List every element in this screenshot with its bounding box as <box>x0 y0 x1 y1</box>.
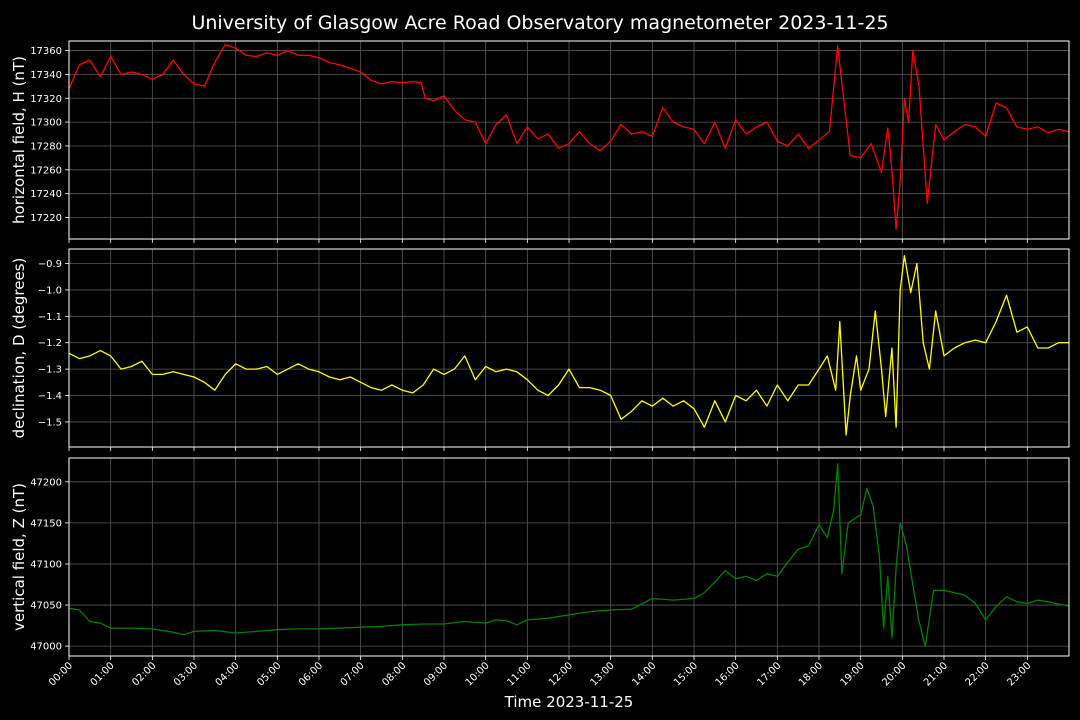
series-line <box>68 463 1070 647</box>
y-tick-label: 17220 <box>30 213 62 224</box>
y-tick-label: 17340 <box>30 70 62 81</box>
y-tick-label: 17280 <box>30 141 62 152</box>
y-tick-label: 47100 <box>30 559 62 570</box>
y-tick-label: 17320 <box>30 94 62 105</box>
y-tick-label: 47050 <box>30 601 62 612</box>
x-axis-label: Time 2023-11-25 <box>504 693 634 711</box>
y-tick-label: −1.0 <box>38 285 62 296</box>
series-line <box>68 43 1070 231</box>
y-tick-label: −1.1 <box>38 312 62 323</box>
panel-declination: −0.9 −1.0 −1.1 −1.2 −1.3 −1.4 −1.5 declination,… <box>10 248 1070 451</box>
y-tick-label: 17300 <box>30 118 62 129</box>
plot-frame <box>68 457 1070 657</box>
y-tick-label: −0.9 <box>38 259 62 270</box>
y-tick-label: −1.4 <box>38 391 62 402</box>
plot-frame <box>68 248 1070 448</box>
y-tick-label: 17260 <box>30 165 62 176</box>
chart-title: University of Glasgow Acre Road Observat… <box>191 12 888 34</box>
y-axis-label: vertical field, Z (nT) <box>10 483 28 631</box>
plot-frame <box>68 40 1070 240</box>
y-tick-label: 17240 <box>30 189 62 200</box>
y-tick-label: 47000 <box>30 642 62 653</box>
y-tick-label: 47200 <box>30 477 62 488</box>
y-tick-label: 47150 <box>30 518 62 529</box>
panel-horizontal-field: 17220 17240 17260 17280 17300 17320 17340 17360… <box>10 40 1070 243</box>
series-line <box>68 254 1069 436</box>
y-axis-label: horizontal field, H (nT) <box>10 56 28 224</box>
y-tick-label: 17360 <box>30 46 62 57</box>
y-tick-label: −1.3 <box>38 365 62 376</box>
y-axis-label: declination, D (degrees) <box>10 258 28 439</box>
y-tick-label: −1.5 <box>38 417 62 428</box>
y-tick-label: −1.2 <box>38 338 62 349</box>
